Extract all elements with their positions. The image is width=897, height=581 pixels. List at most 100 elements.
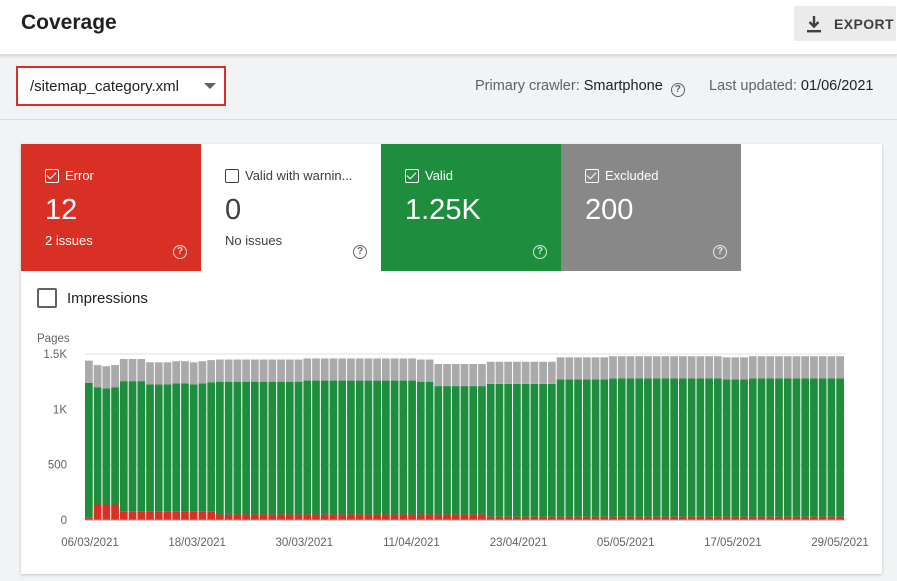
bar-error: [495, 516, 504, 520]
bar-valid: [635, 378, 644, 517]
bar-error: [513, 516, 521, 520]
bar-error: [338, 514, 347, 520]
bar-valid: [338, 380, 347, 515]
bar-error: [722, 516, 731, 520]
bar-excluded: [181, 361, 189, 384]
tile-value: 200: [585, 194, 634, 226]
bar-valid: [801, 378, 810, 517]
bar-excluded: [259, 359, 268, 382]
bar-excluded: [216, 359, 224, 382]
help-icon[interactable]: ?: [713, 245, 727, 259]
tile-warning[interactable]: Valid with warnin... 0 No issues?: [201, 144, 381, 271]
bar-error: [460, 514, 469, 520]
y-tick-label: 1K: [53, 404, 67, 416]
bar-excluded: [416, 359, 425, 382]
bar-excluded: [338, 358, 347, 381]
y-tick-label: 500: [48, 460, 67, 472]
bar-error: [591, 516, 600, 520]
bar-valid: [740, 379, 748, 517]
bar-error: [670, 516, 679, 520]
bar-error: [111, 504, 119, 520]
bar-error: [181, 511, 189, 520]
updated-label: Last updated:: [709, 78, 797, 94]
x-tick-label: 17/05/2021: [704, 537, 762, 549]
bar-excluded: [172, 361, 181, 384]
tile-checkbox[interactable]: [225, 169, 239, 183]
tile-checkbox[interactable]: [585, 169, 599, 183]
bar-valid: [713, 378, 722, 517]
bar-error: [574, 516, 582, 520]
bar-excluded: [364, 358, 373, 381]
bar-error: [696, 516, 705, 520]
bar-valid: [582, 379, 591, 517]
bar-excluded: [827, 356, 836, 379]
bar-excluded: [268, 359, 277, 382]
tile-checkbox[interactable]: [45, 169, 59, 183]
bar-excluded: [748, 356, 757, 379]
bar-excluded: [478, 363, 486, 387]
bar-excluded: [783, 356, 792, 379]
bar-error: [661, 516, 670, 520]
tile-excluded[interactable]: Excluded 200?: [561, 144, 741, 271]
bar-excluded: [189, 362, 198, 385]
bar-excluded: [731, 357, 740, 380]
bar-excluded: [469, 363, 478, 387]
bar-error: [347, 514, 355, 520]
bar-error: [731, 516, 740, 520]
bar-excluded: [154, 362, 163, 385]
impressions-toggle[interactable]: Impressions: [37, 288, 148, 308]
bar-valid: [644, 378, 652, 517]
bar-valid: [626, 378, 635, 517]
tile-label: Valid: [425, 168, 453, 183]
bar-excluded: [679, 356, 687, 379]
help-icon[interactable]: ?: [670, 83, 685, 97]
tile-error[interactable]: Error 12 2 issues?: [21, 144, 201, 271]
bar-excluded: [836, 356, 844, 379]
bar-valid: [495, 383, 504, 517]
download-icon: [807, 15, 821, 32]
bar-error: [277, 514, 285, 520]
tile-value: 1.25K: [405, 194, 481, 226]
impressions-checkbox[interactable]: [37, 288, 57, 308]
tile-checkbox[interactable]: [405, 169, 419, 183]
bar-excluded: [451, 363, 460, 387]
bar-error: [425, 514, 434, 520]
bar-excluded: [119, 358, 128, 382]
bar-error: [189, 511, 198, 520]
help-icon[interactable]: ?: [353, 245, 367, 259]
bar-valid: [355, 380, 364, 515]
bar-error: [504, 516, 513, 520]
bar-error: [801, 516, 810, 520]
bar-valid: [320, 380, 329, 515]
bar-error: [216, 514, 224, 520]
bar-error: [451, 514, 460, 520]
bar-error: [93, 504, 102, 520]
bar-valid: [146, 384, 154, 512]
bar-error: [748, 516, 757, 520]
sitemap-dropdown[interactable]: /sitemap_category.xml: [16, 66, 226, 106]
bar-error: [364, 514, 373, 520]
bar-error: [792, 516, 801, 520]
bar-excluded: [434, 363, 443, 387]
bar-error: [827, 516, 836, 520]
help-icon[interactable]: ?: [173, 245, 187, 259]
bar-error: [609, 516, 617, 520]
bar-error: [705, 516, 713, 520]
bar-excluded: [198, 361, 207, 384]
bar-error: [600, 516, 609, 520]
bar-excluded: [574, 357, 582, 380]
bar-excluded: [801, 356, 810, 379]
bar-excluded: [547, 361, 556, 384]
tile-valid[interactable]: Valid 1.25K?: [381, 144, 561, 271]
bar-valid: [119, 381, 128, 512]
help-icon[interactable]: ?: [533, 245, 547, 259]
bar-valid: [757, 378, 766, 517]
bar-error: [172, 511, 181, 520]
bar-excluded: [329, 358, 338, 381]
x-tick-label: 29/05/2021: [811, 537, 869, 549]
bar-error: [635, 516, 644, 520]
export-button[interactable]: EXPORT: [794, 6, 896, 41]
tile-label: Error: [65, 168, 94, 183]
bar-excluded: [85, 360, 93, 383]
bar-error: [373, 514, 382, 520]
